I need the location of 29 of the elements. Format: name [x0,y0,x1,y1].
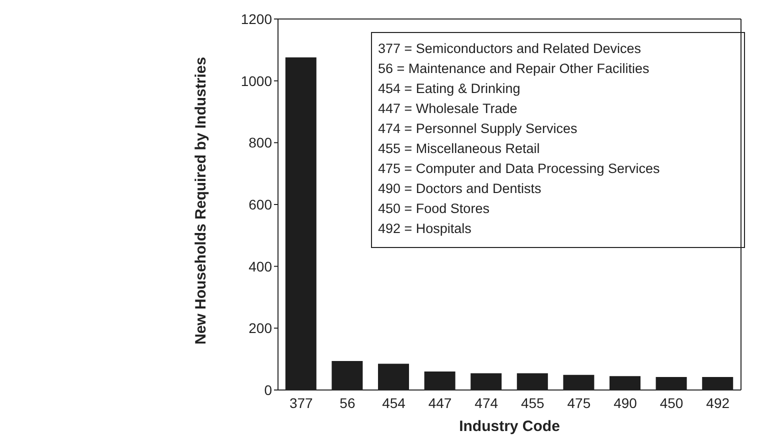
x-tick-label: 455 [520,394,545,411]
y-tick-label: 0 [264,382,272,398]
y-tick-label: 1200 [240,10,272,27]
annotation: 447 = Wholesale Trade [378,100,518,118]
x-tick-label: 454 [382,394,406,411]
x-tick-label: 377 [289,394,314,411]
x-tick-label: 475 [567,394,591,411]
x-tick-label: 450 [660,394,684,411]
y-tick-label: 800 [248,134,272,151]
x-tick-label: 490 [614,394,638,411]
y-tick-label: 600 [248,196,272,212]
x-axis-title: Industry Code [459,418,560,435]
annotation: 56 = Maintenance and Repair Other Facilities [378,60,650,78]
annotation: 475 = Computer and Data Processing Services [378,160,661,178]
annotation: 490 = Doctors and Dentists [378,180,542,198]
annotation: 450 = Food Stores [378,200,490,218]
annotation: 474 = Personnel Supply Services [378,120,578,138]
y-axis-title: New Households Required by Industries [192,56,210,344]
annotation: 377 = Semiconductors and Related Devices [378,40,642,58]
annotation: 454 = Eating & Drinking [378,80,522,98]
y-tick-label: 200 [248,320,272,336]
x-tick-label: 492 [706,394,730,411]
annotation: 455 = Miscellaneous Retail [378,140,541,158]
y-tick-label: 1000 [240,72,272,89]
x-tick-label: 474 [474,394,498,411]
y-tick-label: 400 [248,258,272,274]
annotation: 492 = Hospitals [378,220,472,238]
x-tick-label: 56 [340,394,356,411]
x-tick-label: 447 [428,394,452,411]
